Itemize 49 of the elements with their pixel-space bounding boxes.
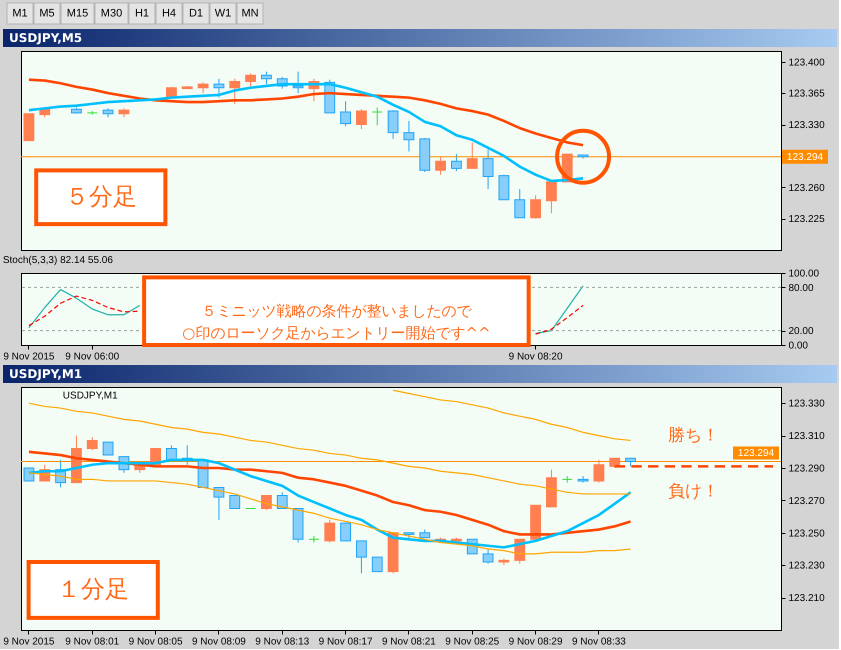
x-tick-label: 9 Nov 08:21 [382,636,436,648]
ref-line-label: 123.294 [738,448,775,460]
x-tick-label: 9 Nov 08:09 [192,636,246,648]
chart-title: USDJPY,M1 [62,390,118,402]
text: H4 [162,8,176,20]
x-tick-label: 9 Nov 08:20 [508,352,563,362]
text: M1 [12,8,28,20]
y-tick-label: 123.330 [788,120,826,132]
x-tick-label: 9 Nov 08:25 [445,636,500,648]
text: MN [241,8,259,20]
annotation: 負け！ [668,481,720,502]
x-tick-label: 9 Nov 08:13 [255,636,310,648]
x-tick-label: 9 Nov 08:01 [65,636,120,648]
chart-title: Stoch(5,3,3) 82.14 55.06 [2,255,114,266]
y-tick-label: 123.400 [788,57,826,68]
text: M5 [39,8,55,20]
text: H1 [134,8,150,20]
annotation: ５分足 [64,182,137,210]
y-tick-label: 123.365 [788,88,826,100]
text: M30 [100,8,122,20]
text: M15 [66,8,88,20]
text: D1 [188,8,204,20]
y-tick-label: 123.250 [788,528,826,540]
x-tick-label: 9 Nov 2015 [3,352,55,362]
y-tick-label: 0.00 [788,340,808,352]
text: W1 [214,8,232,20]
y-tick-label: 123.270 [788,496,826,507]
x-tick-label: 9 Nov 08:33 [572,636,626,648]
y-tick-label: 80.00 [788,282,814,294]
annotation: 勝ち！ [668,426,720,446]
y-tick-label: 123.310 [788,431,826,442]
text: USDJPY,M1 [9,367,82,381]
y-tick-label: 123.290 [788,464,826,474]
x-tick-label: 9 Nov 08:05 [128,636,183,648]
ref-line-label: 123.294 [786,152,824,163]
y-tick-label: 20.00 [788,326,814,338]
annotation: １分足 [57,574,130,603]
x-tick-label: 9 Nov 08:17 [318,636,373,648]
y-tick-label: 123.330 [788,398,826,410]
x-tick-label: 9 Nov 06:00 [65,352,120,362]
y-tick-label: 123.260 [788,182,826,194]
x-tick-label: 9 Nov 2015 [3,636,55,648]
y-tick-label: 123.230 [788,560,826,572]
x-tick-label: 9 Nov 08:29 [508,636,563,648]
y-tick-label: 100.00 [788,268,820,280]
y-tick-label: 123.225 [788,214,826,226]
annotation: ５ミニッツ戦略の条件が整いましたので ○印のローソク足からエントリー開始です^^ [182,302,491,342]
y-tick-label: 123.210 [788,593,826,604]
chart-title: USDJPY,M5 [9,31,82,45]
